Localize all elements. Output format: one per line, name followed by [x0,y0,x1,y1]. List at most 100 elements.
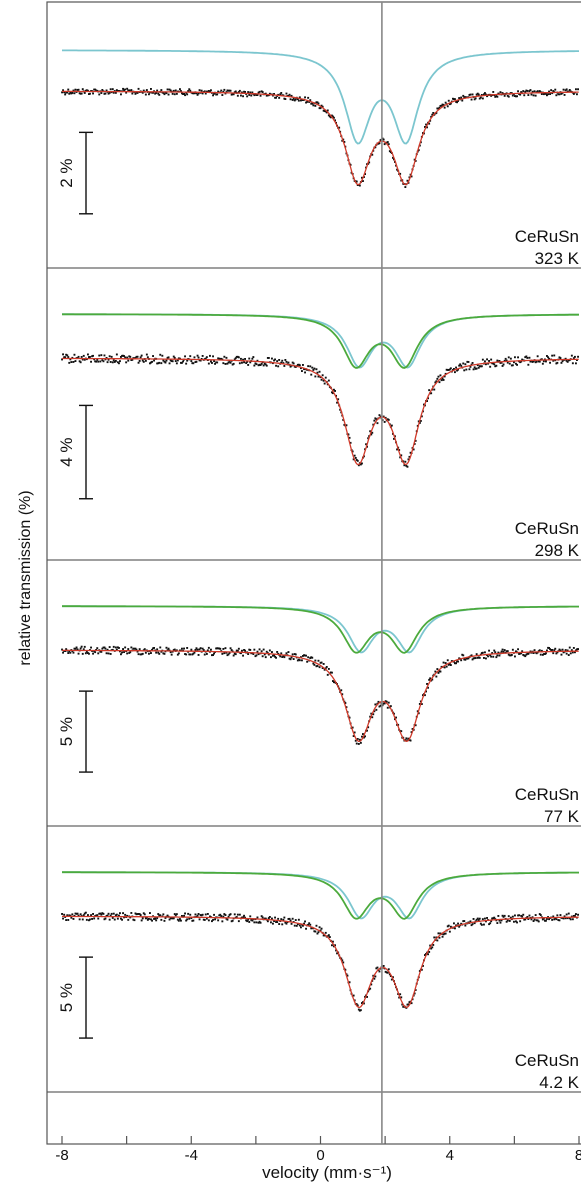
data-point [321,105,324,108]
data-point [317,375,320,378]
data-point [227,915,230,918]
data-point [449,664,452,666]
data-point [128,355,131,358]
data-point [154,92,157,95]
data-point [170,653,173,656]
data-point [500,650,503,653]
data-point [256,359,259,362]
data-point [378,705,381,708]
data-point [315,665,318,668]
data-point [536,90,539,93]
data-point [307,96,310,99]
data-point [302,99,304,101]
data-point [185,362,188,365]
data-point [241,916,243,919]
data-point [335,949,337,952]
data-point [109,653,112,655]
data-point [336,952,338,955]
data-point [95,89,98,92]
data-point [521,915,524,918]
data-point [197,913,200,915]
data-point [177,919,180,922]
data-point [314,375,317,378]
data-point [160,89,163,91]
data-point [502,915,505,918]
data-point [407,1003,410,1006]
axes-group: -8 -4 0 4 8 velocity (mm·s⁻¹) relative trans… [17,1,581,1182]
data-point [304,96,306,99]
data-point [503,94,506,97]
data-point [294,366,297,368]
data-point [508,362,511,365]
data-point [459,363,462,366]
data-point [290,922,293,925]
data-point [102,912,105,915]
data-point [392,976,394,979]
data-point [549,361,551,364]
data-point [559,649,562,652]
data-point [127,89,130,92]
data-point [207,646,210,649]
data-point [439,932,442,935]
data-point [175,913,178,916]
data-point [72,651,75,654]
data-point [165,92,168,95]
data-point [519,652,522,655]
data-point [252,356,255,358]
data-point [70,361,73,363]
data-point [372,423,375,426]
data-point [462,920,465,923]
data-point [317,931,320,934]
data-point [471,93,474,96]
data-point [534,361,537,364]
data-point [431,678,434,681]
data-point [339,408,342,411]
data-point [205,917,208,920]
data-point [576,359,578,361]
data-point [382,415,385,418]
data-point [160,362,163,365]
data-point [236,355,239,358]
data-point [183,647,185,650]
data-point [138,360,141,362]
data-point [219,647,222,650]
data-point [474,367,477,370]
data-point [413,443,416,445]
data-point [192,362,195,365]
data-point [517,90,519,93]
data-point [509,357,512,360]
data-point [237,356,240,359]
data-point [373,419,376,422]
data-point [506,361,509,364]
data-point [324,667,327,670]
data-point [453,368,455,370]
data-point [218,914,221,917]
data-point [519,361,522,364]
data-point [191,919,194,922]
data-point [436,939,439,942]
data-point [150,88,152,90]
data-point [278,923,281,925]
data-point [262,364,265,367]
data-point [97,360,100,363]
data-point [454,98,456,101]
data-point [544,653,546,655]
data-point [524,356,527,359]
data-point [562,88,565,91]
data-point [216,93,219,96]
data-point [251,357,254,360]
data-point [171,360,174,363]
data-point [255,363,258,366]
data-point [235,649,238,652]
data-point [374,975,377,978]
data-point [232,93,235,96]
data-point [414,724,417,727]
data-point [478,365,481,368]
data-point [233,358,236,361]
data-point [250,94,253,97]
data-point [303,654,305,657]
data-point [107,652,110,655]
data-point [120,917,122,920]
data-point [118,362,120,365]
data-point [281,359,284,362]
